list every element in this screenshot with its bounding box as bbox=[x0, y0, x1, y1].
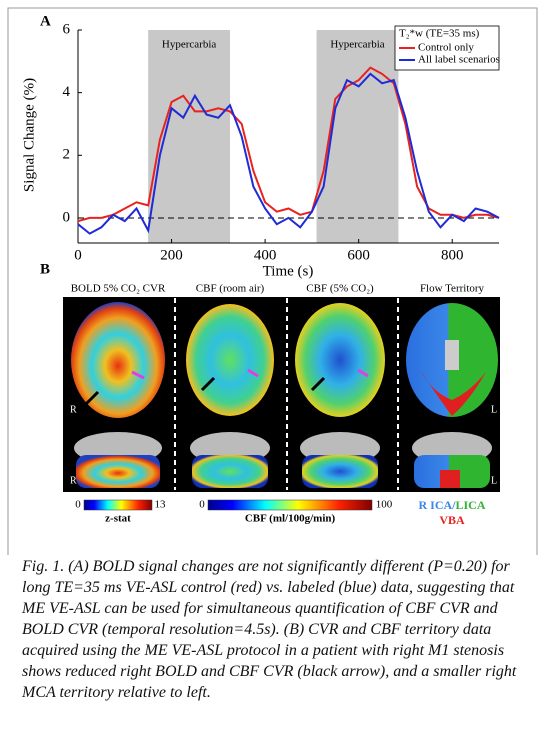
colorbar bbox=[83, 499, 153, 511]
x-tick-label: 0 bbox=[74, 247, 82, 263]
brain-coronal bbox=[302, 455, 378, 488]
figure-graphics: A B Signal Change (%) Time (s) BOLD 5% C… bbox=[7, 7, 538, 718]
y-tick-label: 6 bbox=[63, 21, 71, 37]
region-label: Hypercarbia bbox=[162, 39, 216, 51]
brain-coronal bbox=[76, 455, 160, 488]
x-tick-label: 600 bbox=[347, 247, 370, 263]
side-label: L bbox=[491, 404, 497, 415]
brain-coronal bbox=[192, 455, 268, 488]
territory-vba bbox=[440, 470, 460, 488]
y-tick-label: 4 bbox=[63, 84, 71, 100]
colorbar-label: z-stat bbox=[105, 513, 131, 525]
panel-label: A bbox=[40, 13, 51, 29]
y-tick-label: 0 bbox=[63, 209, 71, 225]
x-tick-label: 400 bbox=[254, 247, 277, 263]
legend-item: R ICA bbox=[418, 498, 452, 512]
column-title: Flow Territory bbox=[420, 283, 485, 295]
colorbar-min: 0 bbox=[199, 499, 205, 511]
legend-label: All label scenarios bbox=[418, 54, 500, 66]
y-axis-label: Signal Change (%) bbox=[21, 78, 37, 192]
territory-legend: R ICA/LICA bbox=[418, 498, 485, 512]
y-tick-label: 2 bbox=[63, 147, 71, 163]
brain-axial bbox=[71, 302, 165, 418]
x-tick-label: 800 bbox=[441, 247, 464, 263]
ventricle bbox=[445, 340, 459, 370]
arrow bbox=[200, 376, 216, 392]
arrow bbox=[131, 370, 145, 380]
column-title: CBF (5% CO₂) bbox=[306, 283, 374, 295]
region-label: Hypercarbia bbox=[330, 39, 384, 51]
panel-label: B bbox=[40, 261, 50, 277]
colorbar bbox=[207, 499, 373, 511]
arrow bbox=[357, 368, 369, 378]
x-axis-label: Time (s) bbox=[263, 263, 314, 279]
legend-title: T₂*w (TE=35 ms) bbox=[399, 28, 480, 40]
territory-vba bbox=[420, 370, 486, 416]
data-line bbox=[77, 66, 500, 223]
data-line bbox=[77, 72, 500, 235]
arrow bbox=[310, 376, 326, 392]
colorbar-max: 100 bbox=[376, 499, 393, 511]
side-label: R bbox=[70, 404, 77, 415]
colorbar-min: 0 bbox=[75, 499, 81, 511]
brain-axial bbox=[186, 304, 274, 416]
brain-images: R R L L bbox=[63, 297, 500, 492]
colorbar-max: 13 bbox=[155, 499, 167, 511]
column-title: CBF (room air) bbox=[196, 283, 265, 295]
column-title: BOLD 5% CO₂ CVR bbox=[71, 283, 166, 295]
legend-item: VBA bbox=[439, 513, 465, 527]
colorbar-label: CBF (ml/100g/min) bbox=[245, 513, 336, 525]
arrow bbox=[247, 368, 259, 378]
legend-item: LICA bbox=[456, 498, 486, 512]
arrow bbox=[84, 390, 100, 406]
brain-axial bbox=[295, 303, 385, 417]
side-label: L bbox=[491, 475, 497, 486]
side-label: R bbox=[70, 475, 77, 486]
legend-label: Control only bbox=[418, 42, 474, 54]
caption: Fig. 1. (A) BOLD signal changes are not … bbox=[22, 558, 517, 701]
legend-item: / bbox=[451, 498, 456, 512]
x-tick-label: 200 bbox=[160, 247, 183, 263]
